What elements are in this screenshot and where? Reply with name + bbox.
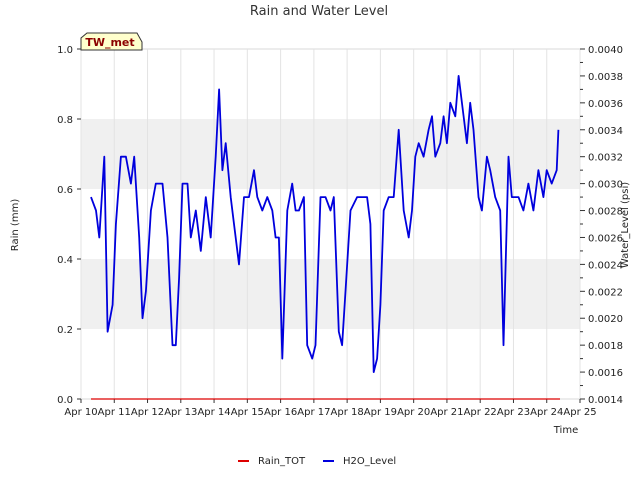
x-tick-label: Apr 19 [364,407,397,418]
legend-label: Rain_TOT [258,456,306,467]
background-band-1 [81,119,580,189]
legend: Rain_TOT H2O_Level [238,456,396,467]
y-right-tick-label: 0.0038 [588,72,623,83]
y-right-tick-label: 0.0020 [588,314,623,325]
y-right-tick-label: 0.0030 [588,180,623,191]
legend-label: H2O_Level [343,456,396,467]
x-axis-ticks: Apr 10 Apr 11 Apr 12 Apr 13 Apr 14 Apr 15 Apr … [64,399,597,418]
y-left-tick-label: 0.0 [57,395,73,406]
chart-title: Rain and Water Level [250,4,388,19]
y-axis-right-label: Water_Level (psi) [620,182,631,268]
x-tick-label: Apr 12 [131,407,164,418]
y-axis-left-ticks: 0.0 0.2 0.4 0.6 0.8 1.0 [57,45,81,406]
x-tick-label: Apr 15 [231,407,264,418]
x-tick-label: Apr 18 [331,407,364,418]
x-tick-label: Apr 22 [464,407,497,418]
site-badge-shape [80,32,143,51]
y-left-tick-label: 0.2 [57,325,73,336]
y-right-tick-label: 0.0022 [588,287,623,298]
y-right-tick-label: 0.0028 [588,207,623,218]
y-right-tick-label: 0.0024 [588,260,623,271]
y-right-tick-label: 0.0034 [588,126,623,137]
y-axis-left-label: Rain (mm) [10,199,21,252]
y-right-tick-label: 0.0036 [588,99,623,110]
series-layer [90,75,560,400]
x-tick-label: Apr 16 [264,407,297,418]
y-right-tick-label: 0.0016 [588,368,623,379]
y-left-tick-label: 0.4 [57,255,73,266]
x-tick-label: Apr 24 [530,407,563,418]
y-left-tick-label: 0.8 [57,115,73,126]
x-tick-label: Apr 20 [397,407,430,418]
y-right-tick-label: 0.0018 [588,341,623,352]
x-grid [80,49,581,399]
y-right-tick-label: 0.0032 [588,153,623,164]
background-bands [81,119,580,329]
y-right-tick-label: 0.0026 [588,233,623,244]
y-right-tick-label: 0.0014 [588,395,623,406]
y-left-tick-label: 0.6 [57,185,73,196]
y-left-tick-label: 1.0 [57,45,73,56]
series-line-h2o-level [90,75,560,374]
x-axis-label: Time [553,425,578,436]
site-badge: TW_met [80,32,143,51]
plot-area-frame [80,48,581,400]
x-tick-label: Apr 25 [563,407,596,418]
x-tick-label: Apr 11 [98,407,131,418]
site-badge-label: TW_met [85,36,134,49]
x-tick-label: Apr 17 [297,407,330,418]
y-right-tick-label: 0.0040 [588,45,623,56]
y-axis-right-ticks: 0.0014 0.0016 0.0018 0.0020 0.0022 0.0024 0.00… [580,45,623,406]
x-tick-label: Apr 13 [164,407,197,418]
x-tick-label: Apr 23 [497,407,530,418]
x-tick-label: Apr 21 [430,407,463,418]
background-band-0 [81,259,580,329]
x-tick-label: Apr 14 [197,407,230,418]
x-tick-label: Apr 10 [64,407,97,418]
